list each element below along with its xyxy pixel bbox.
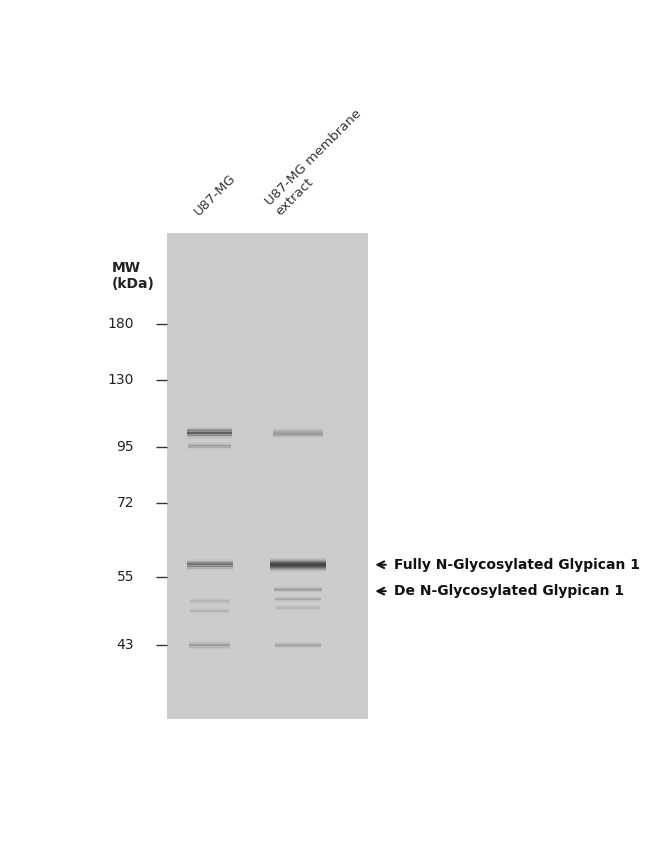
Text: De N-Glycosylated Glypican 1: De N-Glycosylated Glypican 1	[393, 584, 624, 598]
Text: U87-MG: U87-MG	[192, 171, 239, 219]
Text: 72: 72	[116, 496, 134, 511]
Text: 130: 130	[108, 373, 134, 387]
Text: MW
(kDa): MW (kDa)	[112, 261, 154, 291]
Bar	[167, 233, 369, 719]
Text: Fully N-Glycosylated Glypican 1: Fully N-Glycosylated Glypican 1	[393, 558, 640, 572]
Text: 55: 55	[116, 570, 134, 584]
Text: 180: 180	[108, 317, 134, 331]
Text: U87-MG membrane
extract: U87-MG membrane extract	[263, 106, 374, 219]
Text: 43: 43	[116, 638, 134, 652]
Text: 95: 95	[116, 440, 134, 454]
